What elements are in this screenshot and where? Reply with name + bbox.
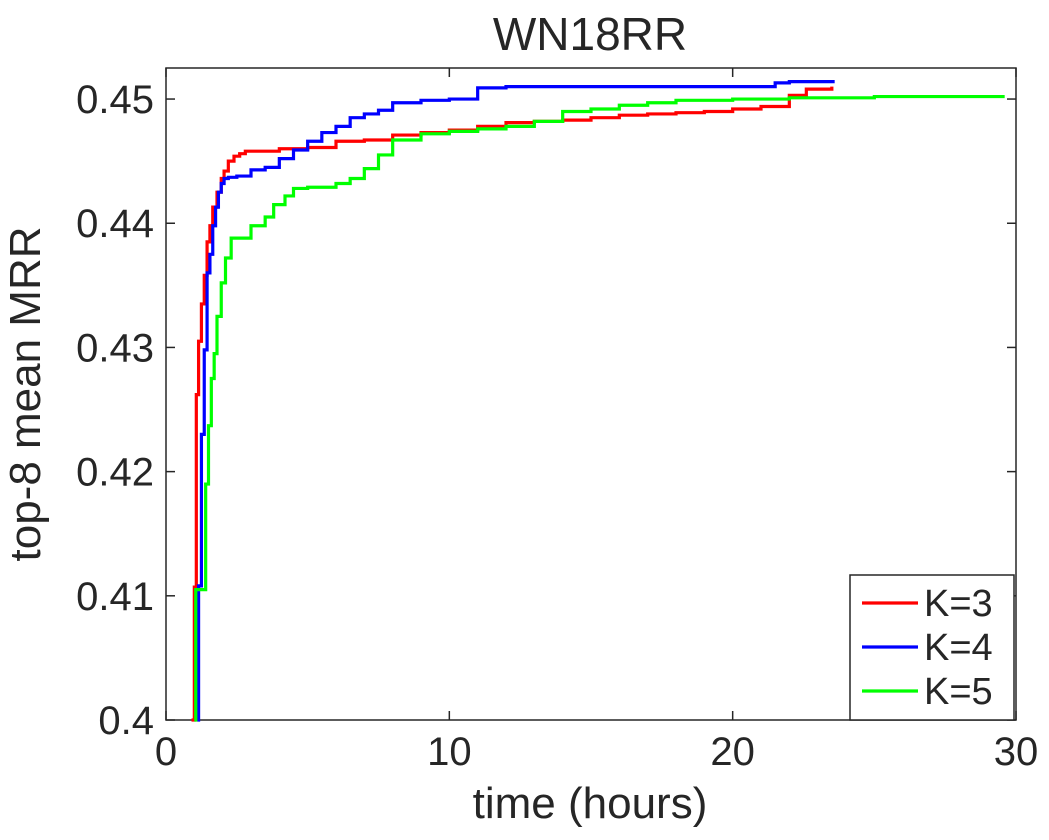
series-line-3	[194, 94, 1005, 722]
y-tick-label: 0.45	[76, 78, 154, 122]
plot-area	[165, 67, 1017, 722]
legend-entries: K=3K=4K=5	[862, 583, 993, 713]
legend-box	[849, 574, 1015, 721]
y-tick-label: 0.43	[76, 326, 154, 370]
series-layer	[191, 80, 1005, 722]
y-tick-label: 0.42	[76, 451, 154, 495]
x-tick-label: 20	[710, 730, 755, 774]
x-tick-label: 30	[994, 730, 1039, 774]
y-tick-label: 0.4	[98, 699, 154, 743]
x-tick-labels: 0 10 20 30	[155, 730, 1038, 774]
x-tick-label: 0	[155, 730, 177, 774]
x-axis-label: time (hours)	[473, 779, 708, 828]
legend-label-2: K=4	[924, 627, 993, 669]
legend: K=3K=4K=5	[849, 574, 1015, 721]
legend-label-1: K=3	[924, 583, 993, 625]
y-tick-label: 0.44	[76, 202, 154, 246]
series-line-1	[191, 86, 834, 722]
y-tick-labels: 0.4 0.41 0.42 0.43 0.44 0.45	[76, 78, 154, 743]
legend-label-3: K=5	[924, 671, 993, 713]
chart-title: WN18RR	[493, 8, 687, 60]
x-tick-label: 10	[427, 730, 472, 774]
y-axis-label: top-8 mean MRR	[1, 226, 50, 561]
series-line-2	[196, 80, 835, 722]
y-tick-label: 0.41	[76, 575, 154, 619]
tick-marks	[165, 68, 1017, 721]
